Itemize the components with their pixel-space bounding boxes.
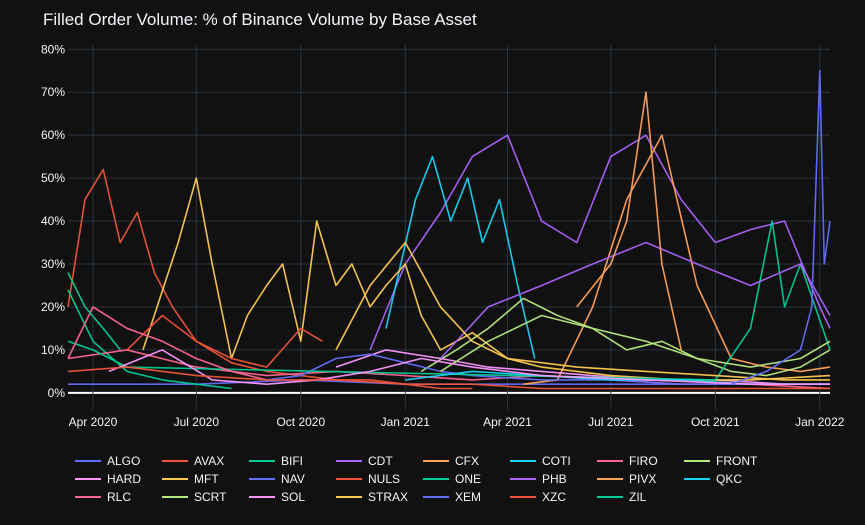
legend-label: CDT — [368, 454, 393, 468]
series-line-scrt — [440, 314, 831, 373]
y-tick-label: 20% — [41, 300, 65, 314]
legend-label: FIRO — [629, 454, 658, 468]
y-tick-label: 50% — [41, 171, 65, 185]
legend-label: PIVX — [629, 472, 656, 486]
x-tick-label: Jan 2021 — [381, 415, 431, 429]
legend-item-phb: PHB — [510, 472, 567, 486]
x-tick-label: Jul 2021 — [588, 415, 634, 429]
legend-item-cdt: CDT — [336, 454, 393, 468]
legend-item-mft: MFT — [162, 472, 219, 486]
y-tick-label: 80% — [41, 42, 65, 56]
legend-label: RLC — [107, 490, 131, 504]
series-lines — [67, 70, 831, 390]
legend-label: AVAX — [194, 454, 224, 468]
series-line-avax — [67, 168, 473, 390]
legend-label: SCRT — [194, 490, 227, 504]
series-line-bifi — [67, 289, 232, 390]
legend-label: MFT — [194, 472, 219, 486]
series-line-cfx — [523, 134, 831, 385]
y-tick-label: 10% — [41, 343, 65, 357]
series-line-hard — [335, 349, 830, 386]
series-line-pivx — [576, 91, 682, 351]
legend-label: ALGO — [107, 454, 140, 468]
x-tick-label: Jul 2020 — [174, 415, 220, 429]
series-line-coti — [385, 155, 536, 359]
legend-item-one: ONE — [423, 472, 481, 486]
y-tick-label: 40% — [41, 214, 65, 228]
series-line-sol — [108, 349, 830, 386]
legend-label: FRONT — [716, 454, 758, 468]
legend-item-nav: NAV — [249, 472, 305, 486]
legend-item-pivx: PIVX — [597, 472, 656, 486]
x-tick-label: Oct 2021 — [691, 415, 740, 429]
legend-label: XZC — [542, 490, 566, 504]
legend-label: COTI — [542, 454, 571, 468]
legend: ALGO AVAX BIFI CDT CFX COTI FIRO FRONT HARD MFT NA… — [75, 454, 758, 504]
legend-item-front: FRONT — [684, 454, 758, 468]
series-line-xem — [730, 70, 831, 385]
legend-item-scrt: SCRT — [162, 490, 227, 504]
x-tick-label: Apr 2021 — [483, 415, 532, 429]
legend-label: QKC — [716, 472, 742, 486]
series-line-zil — [67, 272, 121, 351]
legend-item-zil: ZIL — [597, 490, 647, 504]
legend-label: HARD — [107, 472, 141, 486]
legend-label: PHB — [542, 472, 567, 486]
series-line-mft — [142, 177, 831, 381]
legend-label: BIFI — [281, 454, 303, 468]
series-line-cdt — [369, 134, 831, 351]
series-line-xzc — [67, 366, 830, 390]
legend-item-xem: XEM — [423, 490, 481, 504]
legend-item-xzc: XZC — [510, 490, 566, 504]
legend-item-bifi: BIFI — [249, 454, 303, 468]
legend-item-rlc: RLC — [75, 490, 131, 504]
legend-item-strax: STRAX — [336, 490, 408, 504]
legend-item-nuls: NULS — [336, 472, 400, 486]
gridlines — [68, 45, 830, 410]
x-tick-label: Apr 2020 — [69, 415, 118, 429]
x-tick-label: Oct 2020 — [276, 415, 325, 429]
legend-item-sol: SOL — [249, 490, 305, 504]
legend-label: SOL — [281, 490, 305, 504]
legend-item-algo: ALGO — [75, 454, 140, 468]
legend-label: STRAX — [368, 490, 408, 504]
x-tick-label: Jan 2022 — [795, 415, 845, 429]
series-line-strax — [335, 241, 830, 381]
series-line-nuls — [126, 314, 323, 368]
series-line-rlc — [67, 306, 267, 381]
legend-label: NAV — [281, 472, 305, 486]
series-line-front — [420, 297, 831, 377]
series-line-phb — [439, 241, 831, 360]
legend-item-avax: AVAX — [162, 454, 224, 468]
legend-item-firo: FIRO — [597, 454, 658, 468]
chart-title: Filled Order Volume: % of Binance Volume… — [43, 10, 477, 29]
y-tick-label: 60% — [41, 128, 65, 142]
legend-label: XEM — [455, 490, 481, 504]
axes: 0% 10% 20% 30% 40% 50% 60% 70% 80% Apr 2020 Jul 20… — [41, 42, 845, 429]
y-tick-label: 30% — [41, 257, 65, 271]
legend-label: CFX — [455, 454, 479, 468]
legend-label: ONE — [455, 472, 481, 486]
y-tick-label: 70% — [41, 85, 65, 99]
legend-label: NULS — [368, 472, 400, 486]
legend-label: ZIL — [629, 490, 647, 504]
series-line-one — [67, 220, 831, 381]
y-tick-label: 0% — [48, 386, 66, 400]
legend-item-cfx: CFX — [423, 454, 479, 468]
legend-item-hard: HARD — [75, 472, 141, 486]
legend-item-coti: COTI — [510, 454, 571, 468]
legend-item-qkc: QKC — [684, 472, 742, 486]
